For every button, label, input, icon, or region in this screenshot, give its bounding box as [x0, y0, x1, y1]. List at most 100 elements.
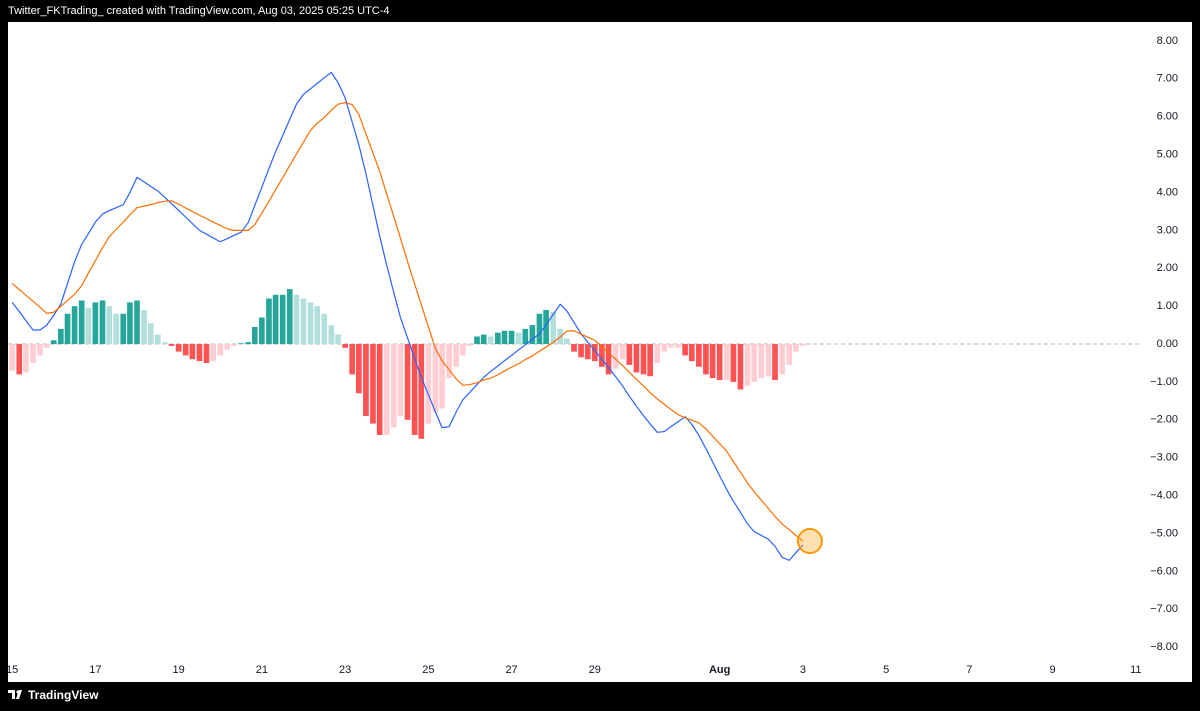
x-tick-label: Aug — [709, 664, 730, 676]
y-tick-label: 5.00 — [1157, 149, 1178, 161]
histogram-bar — [259, 317, 265, 345]
histogram-bar — [571, 344, 577, 352]
y-tick-label: 7.00 — [1157, 73, 1178, 85]
histogram-bar — [501, 330, 508, 345]
histogram-bar — [279, 294, 286, 345]
histogram-bar — [779, 344, 785, 375]
histogram-bar — [217, 344, 224, 356]
histogram-bar — [737, 344, 744, 390]
histogram-bar — [196, 344, 203, 362]
y-tick-label: −6.00 — [1150, 565, 1178, 577]
histogram-bar — [529, 325, 536, 345]
histogram-bar — [134, 300, 140, 345]
histogram-bar — [487, 336, 494, 345]
histogram-bar — [682, 344, 688, 356]
x-tick-label: 17 — [89, 664, 101, 676]
histogram-bar — [120, 313, 127, 345]
histogram-bar — [85, 308, 92, 345]
highlight-circle — [796, 528, 823, 555]
y-tick-label: −4.00 — [1150, 489, 1178, 501]
x-tick-label: 29 — [589, 664, 601, 676]
histogram-bar — [584, 344, 591, 360]
histogram-bar — [425, 344, 432, 424]
histogram-bar — [786, 344, 792, 365]
histogram-bar — [203, 344, 210, 363]
x-tick-label: 25 — [422, 664, 434, 676]
histogram-bar — [9, 344, 15, 371]
histogram-bar — [141, 309, 147, 345]
histogram-bar — [647, 344, 653, 377]
histogram-bar — [30, 344, 36, 363]
histogram-bar — [703, 344, 709, 375]
histogram-bar — [370, 344, 376, 424]
brand-logo — [8, 690, 22, 699]
x-tick-label: 19 — [173, 664, 185, 676]
histogram-bar — [272, 294, 279, 345]
histogram-bar — [744, 344, 751, 386]
histogram-bar — [446, 344, 452, 379]
histogram-bar — [709, 344, 716, 379]
histogram-bar — [453, 344, 460, 367]
histogram-bar — [231, 344, 237, 346]
histogram-bar — [92, 302, 99, 345]
histogram-bar — [474, 336, 480, 345]
histogram-bar — [286, 289, 293, 345]
histogram-bar — [314, 306, 321, 345]
histogram-bar — [612, 344, 619, 369]
histogram-bar — [751, 344, 758, 382]
y-tick-label: 0.00 — [1157, 338, 1178, 350]
x-tick-label: 21 — [256, 664, 268, 676]
histogram-bar — [43, 344, 50, 348]
histogram-bar — [342, 344, 348, 348]
histogram-bar — [245, 342, 251, 345]
histogram-bar — [99, 300, 106, 345]
y-tick-label: −3.00 — [1150, 452, 1178, 464]
y-tick-label: −8.00 — [1150, 641, 1178, 653]
header-bar — [0, 0, 1200, 22]
histogram-bar — [578, 344, 584, 358]
histogram-bar — [113, 313, 120, 345]
histogram-bar — [154, 334, 161, 345]
histogram-bar — [50, 340, 57, 345]
x-tick-label: 5 — [883, 664, 889, 676]
histogram-bar — [106, 306, 112, 345]
histogram-bar — [64, 313, 71, 345]
histogram-bar — [633, 344, 640, 373]
histogram-bar — [383, 344, 390, 435]
y-tick-label: 1.00 — [1157, 300, 1178, 312]
y-tick-label: −2.00 — [1150, 414, 1178, 426]
histogram-bar — [238, 343, 244, 345]
y-tick-label: 2.00 — [1157, 262, 1178, 274]
histogram-bar — [543, 309, 549, 345]
x-tick-label: 3 — [800, 664, 806, 676]
histogram-bar — [418, 344, 425, 439]
histogram-bar — [640, 344, 647, 375]
histogram-bar — [599, 344, 605, 367]
histogram-bar — [772, 344, 778, 381]
y-tick-label: 3.00 — [1157, 224, 1178, 236]
histogram-bar — [550, 311, 557, 345]
histogram-bar — [300, 298, 307, 345]
histogram-bar — [23, 344, 29, 373]
histogram-bar — [251, 326, 258, 345]
histogram-bar — [536, 313, 543, 345]
histogram-bar — [675, 344, 681, 348]
line-series — [11, 71, 804, 561]
histogram-bar — [356, 344, 362, 394]
histogram-bar — [189, 344, 196, 360]
histogram-bar — [397, 344, 404, 417]
x-tick-label: 7 — [966, 664, 972, 676]
histogram-bar — [328, 325, 335, 345]
header-text: Twitter_FKTrading_ created with TradingV… — [8, 5, 390, 17]
histogram-bar — [480, 334, 487, 345]
y-tick-label: −5.00 — [1150, 527, 1178, 539]
histogram-bar — [591, 344, 598, 362]
histogram-bar — [147, 323, 154, 345]
histogram-bar — [162, 342, 168, 345]
histogram-bar — [390, 344, 397, 428]
histogram-bar — [730, 344, 737, 382]
histogram-bar — [467, 344, 473, 346]
histogram-bar — [522, 328, 529, 345]
histogram-bar — [58, 328, 64, 345]
y-tick-label: 6.00 — [1157, 111, 1178, 123]
